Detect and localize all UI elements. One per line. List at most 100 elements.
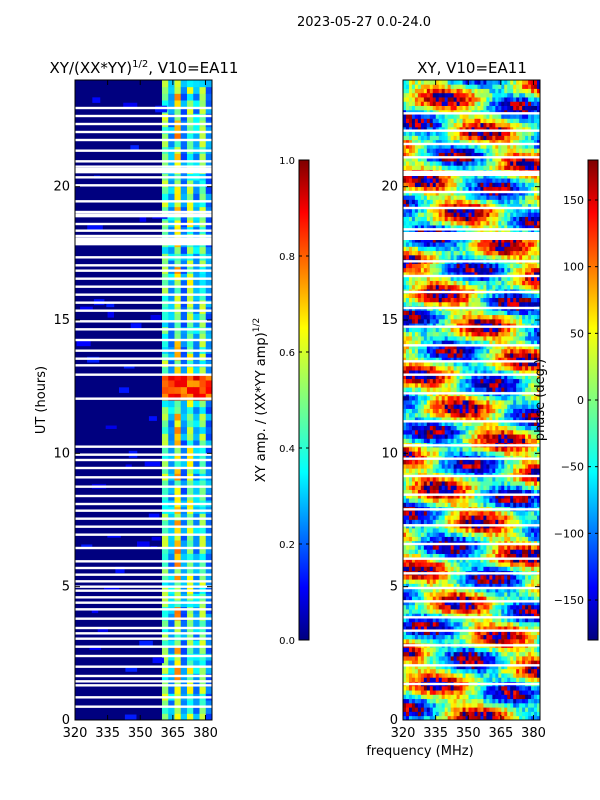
phase-cell [477,254,481,260]
phase-cell [447,562,452,567]
amplitude-cell [161,626,169,634]
amplitude-cell [180,633,188,641]
phase-cell [438,617,443,623]
phase-cell [423,438,428,444]
phase-cell [456,459,460,465]
phase-cell [403,417,407,422]
phase-cell [414,600,419,606]
phase-cell [450,711,455,717]
phase-cell [435,711,440,717]
phase-cell [447,545,452,550]
phase-cell [432,647,437,653]
phase-cell [465,446,469,452]
phase-cell [429,604,434,610]
phase-cell [414,216,419,222]
phase-cell [417,250,422,256]
phase-cell [405,101,410,106]
amplitude-cell [130,145,139,151]
phase-cell [426,139,431,145]
phase-cell [465,574,469,580]
phase-cell [426,161,431,166]
phase-cell [468,404,472,409]
phase-cell [453,451,458,456]
phase-cell [456,216,460,222]
phase-cell [420,485,425,490]
phase-cell [405,301,410,307]
phase-cell [462,254,466,260]
phase-cell [411,400,416,405]
phase-cell [423,664,428,670]
phase-cell [471,617,475,623]
phase-cell [456,673,460,678]
phase-cell [432,592,437,597]
phase-cell [453,131,458,136]
amplitude-cell [151,536,161,541]
phase-cell [468,545,472,550]
phase-cell [438,421,443,426]
amplitude-cell [193,393,200,401]
phase-cell [480,711,484,717]
phase-cell [477,152,481,158]
phase-cell [403,246,407,252]
amplitude-cell [180,153,188,161]
phase-cell [441,105,446,111]
phase-cell [417,336,422,341]
phase-cell [411,126,416,132]
phase-cell [403,408,407,414]
phase-cell [444,528,449,533]
phase-cell [465,515,469,520]
amplitude-cell [205,533,212,541]
phase-cell [456,417,460,422]
phase-cell [435,583,440,589]
phase-cell [465,84,469,89]
phase-cell [444,596,449,601]
phase-cell [462,135,466,141]
phase-cell [441,131,446,136]
phase-cell [459,370,463,375]
phase-cell [480,203,484,209]
phase-cell [456,131,460,136]
phase-cell [414,685,419,691]
phase-cell [480,707,484,712]
phase-cell [474,161,478,166]
amplitude-cell [205,286,212,294]
phase-cell [465,609,469,614]
phase-cell [474,374,478,380]
phase-cell [477,592,481,597]
phase-cell [429,327,434,333]
amplitude-cell [186,460,194,468]
phase-cell [480,464,484,469]
phase-cell [459,438,463,444]
phase-cell [438,656,443,661]
phase-cell [432,336,437,341]
phase-cell [477,272,481,277]
phase-cell [468,425,472,431]
amplitude-cell [205,100,212,108]
phase-cell [444,114,449,119]
phase-cell [447,647,452,653]
phase-cell [432,297,437,303]
phase-cell [456,122,460,128]
phase-cell [438,690,443,695]
amplitude-cell [161,540,169,548]
phase-cell [441,638,446,644]
amplitude-cell [168,686,175,694]
phase-cell [432,536,437,542]
phase-cell [444,579,449,584]
phase-cell [459,310,463,316]
phase-cell [405,421,410,426]
phase-cell [468,318,472,324]
amplitude-cell [180,413,188,421]
phase-cell [417,634,422,640]
phase-cell [468,229,472,234]
amplitude-cell [161,460,169,468]
phase-cell [441,711,446,717]
phase-cell [474,677,478,682]
amplitude-flag-gap [75,309,212,312]
phase-cell [414,400,419,405]
phase-cell [432,135,437,141]
phase-cell [465,387,469,392]
phase-cell [474,284,478,290]
phase-cell [432,502,437,508]
phase-cell [414,387,419,392]
